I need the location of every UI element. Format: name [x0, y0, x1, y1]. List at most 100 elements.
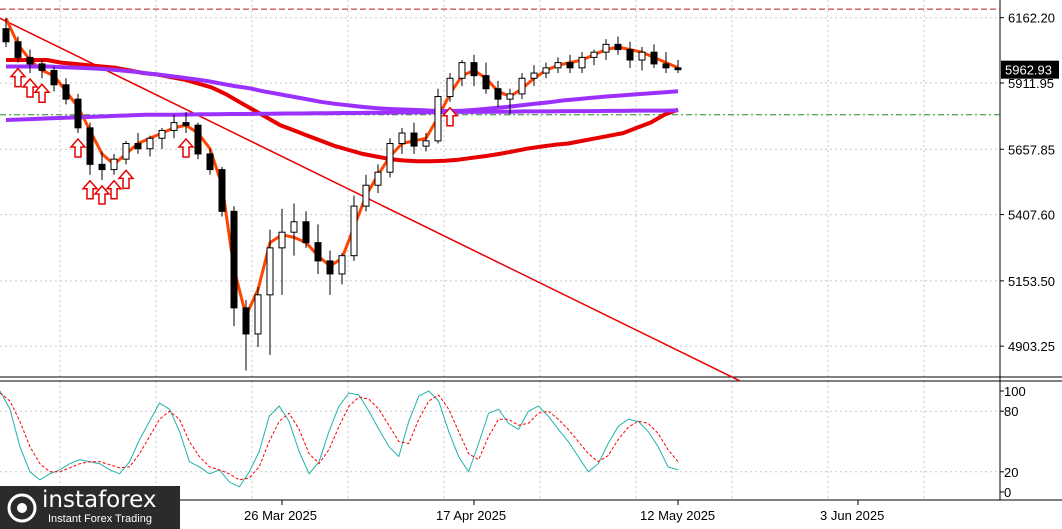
candle-body: [146, 137, 154, 150]
ma-line-3: [5, 108, 679, 122]
osc-line-1: [0, 392, 679, 481]
candle-body: [74, 98, 82, 129]
candle-body: [38, 63, 46, 71]
current-price-label: 5962.93: [1005, 63, 1052, 78]
candle-body: [350, 205, 358, 257]
candle: [482, 62, 490, 94]
candle-body: [506, 93, 514, 100]
candle: [614, 36, 622, 55]
candle: [146, 135, 154, 157]
trendline: [0, 17, 741, 382]
candle-body: [494, 88, 502, 100]
up-arrow-icon: [93, 184, 111, 205]
candle: [386, 138, 394, 178]
candle: [170, 114, 178, 139]
candle-body: [254, 294, 262, 335]
up-arrow-icon: [69, 137, 87, 158]
candle-body: [338, 255, 346, 275]
candle-body: [86, 127, 94, 165]
candle: [434, 88, 442, 144]
candle: [446, 73, 454, 102]
candle-body: [638, 51, 646, 61]
candle: [326, 250, 334, 295]
date-label: 17 Apr 2025: [436, 508, 506, 523]
candle-body: [14, 41, 22, 58]
candle: [374, 164, 382, 194]
candle-body: [362, 184, 370, 207]
candle-body: [182, 122, 190, 126]
candle-body: [158, 129, 166, 139]
candle-body: [410, 132, 418, 147]
instaforex-logo: instaforex Instant Forex Trading: [0, 486, 180, 529]
up-arrow-icon: [81, 179, 99, 200]
candle: [122, 140, 130, 165]
candle: [506, 88, 514, 115]
candle-body: [326, 260, 334, 275]
candle-body: [602, 43, 610, 53]
candle-body: [266, 247, 274, 296]
candle-body: [674, 67, 682, 71]
candle: [254, 286, 262, 347]
candle: [410, 122, 418, 154]
osc-tick-label: 0: [1004, 485, 1011, 500]
candle-body: [98, 163, 106, 171]
candle-body: [566, 62, 574, 69]
date-label: 12 May 2025: [640, 508, 715, 523]
candle-body: [278, 231, 286, 249]
osc-tick-label: 20: [1004, 465, 1018, 480]
price-tick-label: 5407.60: [1008, 208, 1055, 223]
candle: [266, 229, 274, 355]
up-arrow-icon: [21, 77, 39, 98]
candle: [398, 127, 406, 154]
candle: [662, 52, 670, 74]
logo-tagline: Instant Forex Trading: [48, 513, 152, 525]
candle: [218, 166, 226, 217]
ma-line-2: [6, 64, 679, 114]
up-arrow-icon: [117, 169, 135, 190]
price-tick-label: 6162.20: [1008, 11, 1055, 26]
candle: [458, 60, 466, 87]
candle-body: [290, 221, 298, 233]
candle-body: [614, 43, 622, 51]
up-arrow-icon: [9, 67, 27, 88]
candle: [14, 36, 22, 63]
candle: [314, 224, 322, 274]
logo-brand: instaforex: [42, 487, 157, 513]
candle-body: [446, 77, 454, 98]
candle: [602, 39, 610, 61]
candle: [50, 66, 58, 92]
candle: [194, 122, 202, 160]
candle-body: [206, 153, 214, 171]
candlesticks: [2, 18, 682, 371]
candle-body: [422, 140, 430, 147]
candle-body: [542, 67, 550, 74]
candle: [578, 52, 586, 74]
price-axis: 6162.20 5911.95 5657.85 5407.60 5153.50 4903.…: [1000, 11, 1059, 354]
candle: [26, 49, 34, 74]
candle: [86, 122, 94, 175]
candle: [242, 300, 250, 371]
candle-body: [230, 210, 238, 309]
candle-body: [386, 142, 394, 173]
candle: [206, 148, 214, 175]
candle: [98, 151, 106, 181]
up-arrow-icon: [177, 137, 195, 158]
candle-body: [662, 63, 670, 69]
candle: [290, 203, 298, 256]
candle-body: [578, 56, 586, 69]
osc-tick-label: 100: [1004, 384, 1026, 399]
date-label: 3 Jun 2025: [820, 508, 884, 523]
candle: [302, 211, 310, 248]
date-label: 26 Mar 2025: [244, 508, 317, 523]
candle: [182, 112, 190, 134]
candle: [542, 62, 550, 79]
candle-body: [110, 158, 118, 171]
main-grid: [0, 0, 1062, 501]
candle-body: [50, 69, 58, 86]
price-tick-label: 5153.50: [1008, 274, 1055, 289]
candle-body: [218, 169, 226, 212]
candle: [674, 60, 682, 74]
signal-arrows: [9, 67, 459, 205]
candle: [554, 57, 562, 74]
